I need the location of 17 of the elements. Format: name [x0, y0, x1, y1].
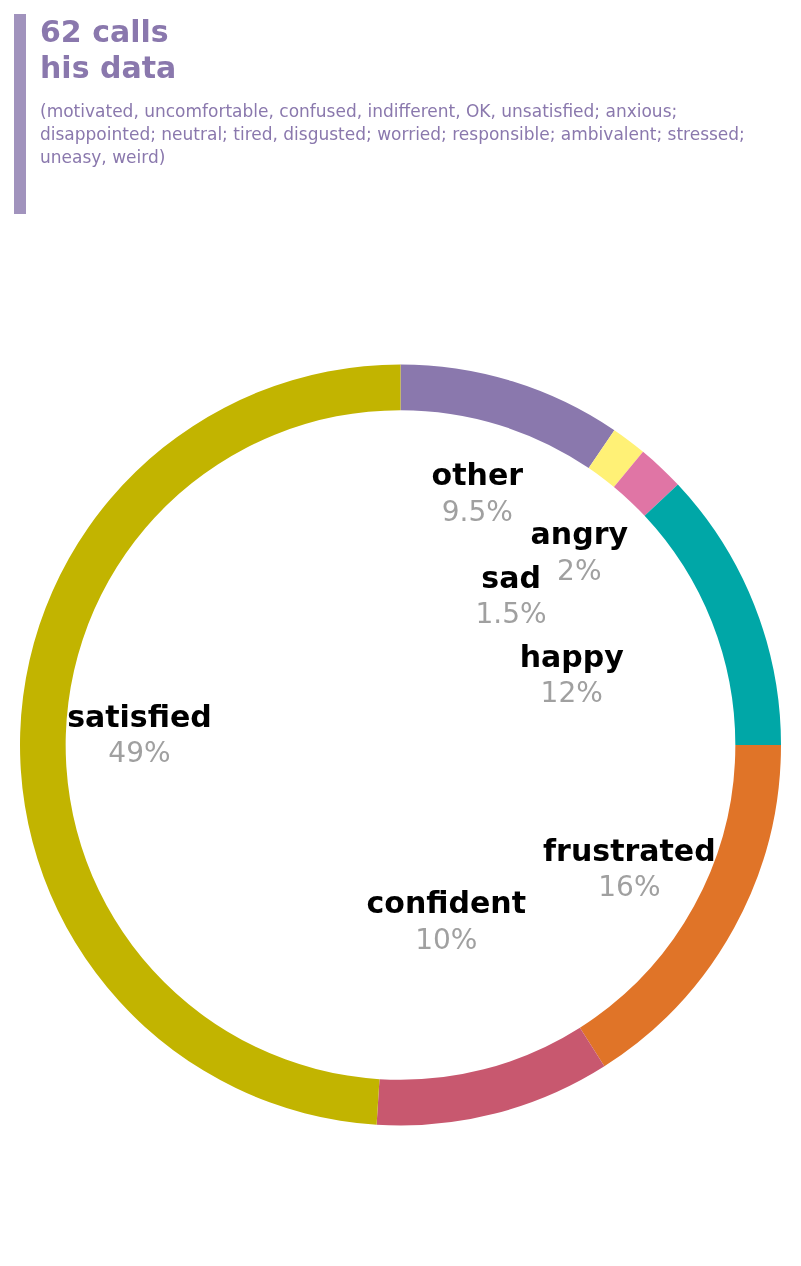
text: 62 calls [40, 14, 170, 50]
data-label: 1.5% [475, 597, 547, 631]
slice-label: satisfied [67, 698, 212, 734]
data-label: 49% [108, 736, 171, 770]
slice-label: confident [366, 885, 527, 921]
slice-label: sad [481, 559, 541, 595]
data-label: 9.5% [441, 494, 513, 528]
slice-label: happy [519, 639, 625, 674]
text: his data [40, 50, 177, 86]
slice-label: other [431, 457, 524, 493]
data-label: 12% [540, 676, 603, 710]
data-label: 2% [557, 553, 602, 587]
data-label: 10% [415, 922, 478, 956]
text: (motivated, uncomfortable, confused, indifferent, OK, unsatisfied; anxious; disappointed; neutral; tired, disgusted; worried; responsible; ambivalent; stressed; uneasy, weird) [40, 100, 746, 169]
slice-label: angry [530, 516, 629, 552]
data-label: 16% [598, 870, 661, 904]
slice-label: frustrated [543, 832, 716, 868]
